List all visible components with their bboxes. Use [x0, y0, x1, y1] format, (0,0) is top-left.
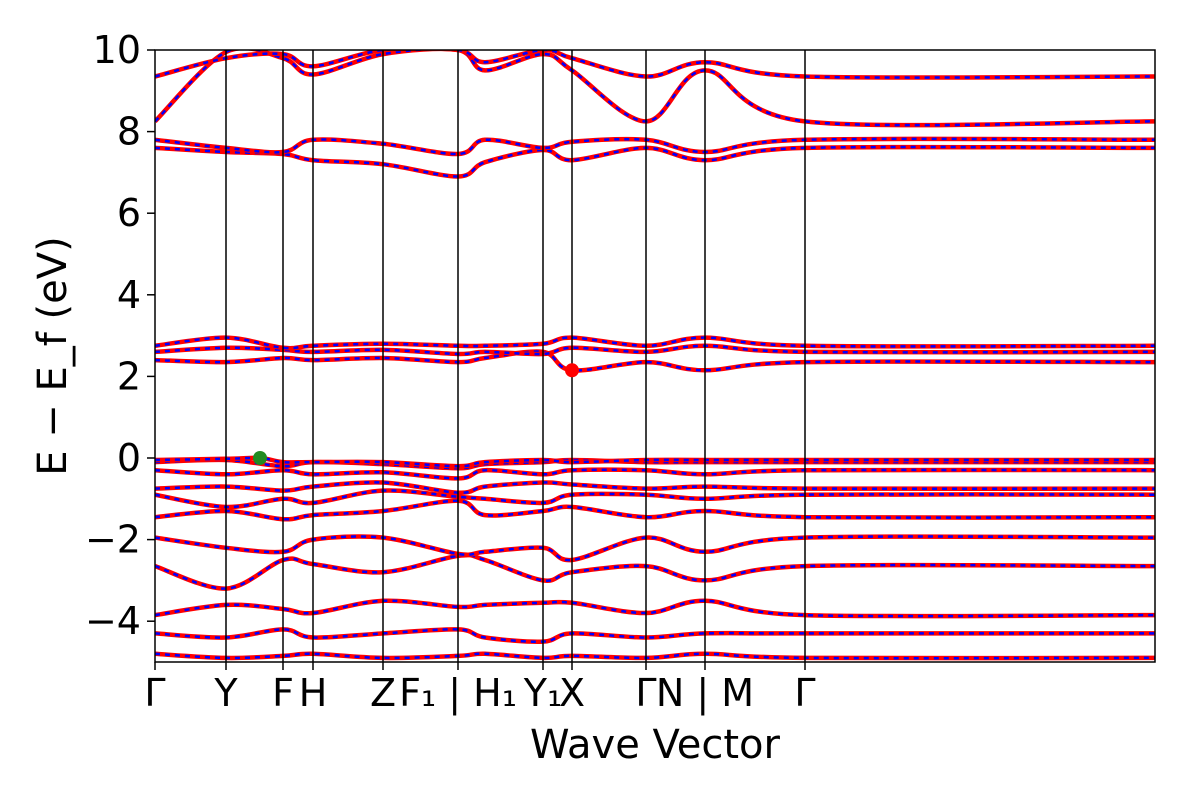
band-14-spin-up — [155, 144, 1155, 179]
y-tick-label: 6 — [117, 191, 141, 235]
x-tick-label: Y₁ — [523, 671, 562, 715]
x-tick-label: X — [559, 671, 585, 715]
y-tick-label: −4 — [85, 599, 141, 643]
vbm-marker — [253, 451, 267, 465]
band-5-spin-down — [155, 499, 1155, 521]
x-tick-label: Γ — [635, 671, 656, 715]
y-tick-label: 0 — [117, 436, 141, 480]
y-axis-label: E − E_f (eV) — [30, 236, 76, 475]
band-6-spin-down — [155, 489, 1155, 509]
y-tick-label: 2 — [117, 354, 141, 398]
band-10-spin-down — [155, 456, 1155, 468]
band-7-spin-down — [155, 481, 1155, 494]
band-15-spin-down — [155, 137, 1155, 156]
cbm-marker — [565, 363, 579, 378]
band-8-spin-down — [155, 468, 1155, 480]
band-4-spin-up — [155, 534, 1155, 563]
y-tick-label: 8 — [117, 110, 141, 154]
band-16-spin-down — [155, 50, 1155, 127]
band-1-spin-down — [155, 628, 1155, 643]
band-11-spin-down — [155, 350, 1155, 372]
band-0-spin-down — [155, 652, 1155, 660]
extrema-markers — [253, 363, 579, 465]
x-tick-label: H — [299, 671, 328, 715]
band-13-spin-down — [155, 336, 1155, 350]
y-tick-label: −2 — [85, 518, 141, 562]
band-4-spin-down — [155, 535, 1155, 562]
band-17-spin-down — [155, 50, 1155, 79]
kpoint-lines — [225, 50, 806, 662]
x-tick-label: F — [272, 671, 294, 715]
x-tick-label: Γ — [144, 671, 165, 715]
x-tick-label: Y — [213, 671, 238, 715]
band-2-spin-down — [155, 599, 1155, 618]
bands-layer — [155, 50, 1155, 661]
band-3-spin-up — [155, 552, 1155, 591]
x-tick-label: Γ — [794, 671, 815, 715]
band-16-spin-up — [155, 50, 1155, 128]
x-tick-label: N | M — [656, 671, 754, 716]
y-tick-label: 4 — [117, 273, 141, 317]
band-3-spin-down — [155, 553, 1155, 590]
band-14-spin-down — [155, 145, 1155, 178]
x-tick-label: Z — [370, 671, 396, 715]
y-axis-ticks: −4 −2 0 2 4 6 8 10 — [85, 28, 155, 643]
band-6-spin-up — [155, 488, 1155, 510]
x-axis-label: Wave Vector — [530, 722, 781, 768]
plot-frame — [154, 49, 1156, 663]
y-tick-label: 10 — [93, 28, 141, 72]
x-tick-label: F₁ | H₁ — [399, 671, 517, 716]
